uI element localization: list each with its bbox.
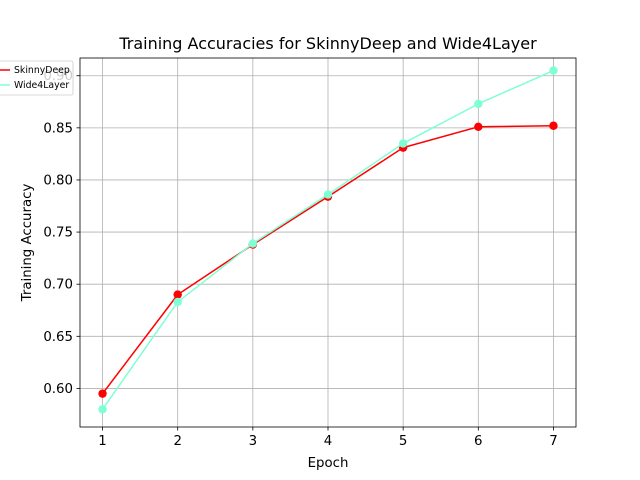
series-wide4layer <box>98 66 558 414</box>
legend-label-skinnydeep: SkinnyDeep <box>14 65 70 76</box>
legend-item-wide4layer: Wide4Layer <box>0 80 69 91</box>
chart-title: Training Accuracies for SkinnyDeep and W… <box>118 34 537 53</box>
x-tick-label: 2 <box>173 434 181 449</box>
y-axis-label: Training Accuracy <box>20 184 35 303</box>
y-tick-label: 0.75 <box>43 226 73 241</box>
x-tick-label: 5 <box>399 434 407 449</box>
data-point-wide4layer <box>474 99 483 109</box>
x-tick-label: 6 <box>474 434 482 449</box>
x-tick-label: 3 <box>249 434 257 449</box>
y-tick-label: 0.80 <box>43 173 73 188</box>
data-point-wide4layer <box>323 190 333 199</box>
data-point-wide4layer <box>549 66 558 75</box>
grid <box>80 58 576 427</box>
data-point-skinnydeep <box>98 389 107 398</box>
plot-series <box>98 66 558 414</box>
data-point-wide4layer <box>98 405 107 414</box>
y-tick-label: 0.65 <box>43 330 73 345</box>
data-point-wide4layer <box>398 139 408 148</box>
y-tick-label: 0.60 <box>43 382 73 397</box>
data-point-skinnydeep <box>173 290 182 299</box>
y-tick-label: 0.85 <box>43 121 73 136</box>
x-axis-label: Epoch <box>308 456 349 471</box>
data-point-wide4layer <box>248 239 258 248</box>
legend-label-wide4layer: Wide4Layer <box>14 80 69 91</box>
legend-item-skinnydeep: SkinnyDeep <box>0 65 70 76</box>
x-tick-label: 4 <box>324 434 332 449</box>
legend: SkinnyDeep Wide4Layer <box>0 60 74 96</box>
data-point-skinnydeep <box>474 122 483 131</box>
x-tick-label: 1 <box>98 434 106 449</box>
data-point-wide4layer <box>173 297 182 307</box>
data-point-skinnydeep <box>549 121 558 130</box>
y-tick-label: 0.70 <box>43 278 73 293</box>
x-tick-label: 7 <box>549 434 557 449</box>
legend-box <box>0 60 74 96</box>
